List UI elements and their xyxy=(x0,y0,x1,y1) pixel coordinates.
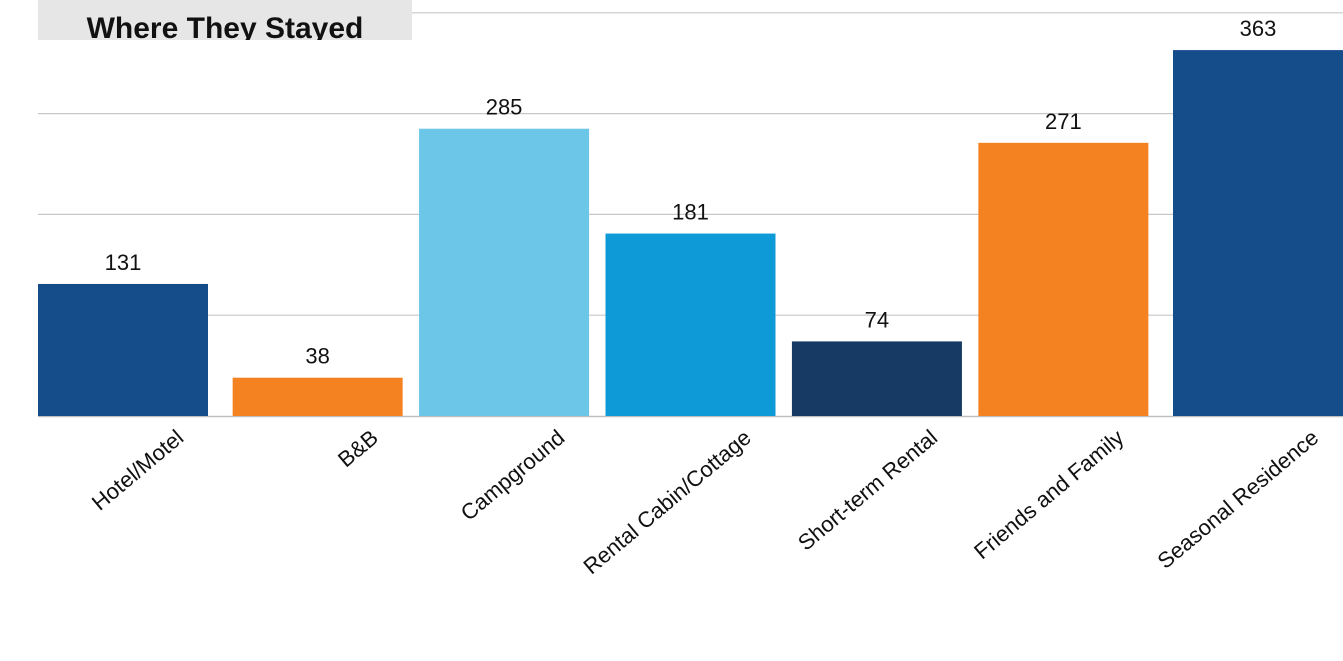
chart-title: Where They Stayed xyxy=(86,12,364,41)
bar-seasonal-residence xyxy=(1173,50,1343,416)
data-labels: 131 38 285 181 74 271 363 xyxy=(105,16,1277,369)
chart-title-box: Where They Stayed xyxy=(38,0,412,40)
x-tick-label: Short-term Rental xyxy=(793,425,942,556)
x-tick-label: Friends and Family xyxy=(969,425,1128,564)
x-tick-label: Hotel/Motel xyxy=(87,425,188,516)
x-tick-label: B&B xyxy=(333,425,383,472)
data-label: 74 xyxy=(865,307,889,332)
x-tick-label: Rental Cabin/Cottage xyxy=(578,425,755,579)
data-label: 271 xyxy=(1045,109,1082,134)
bar-b-b xyxy=(232,377,403,416)
bars xyxy=(38,50,1343,416)
data-label: 131 xyxy=(105,250,142,275)
bar-friends-and-family xyxy=(978,142,1149,416)
bar-short-term-rental xyxy=(791,341,962,416)
data-label: 181 xyxy=(672,200,709,225)
category-labels: Hotel/Motel B&B Campground Rental Cabin/Cot… xyxy=(87,425,1323,579)
data-label: 38 xyxy=(305,344,329,369)
data-label: 285 xyxy=(486,95,523,120)
bar-hotel-motel xyxy=(38,283,208,416)
x-tick-label: Campground xyxy=(456,425,570,526)
x-tick-label: Seasonal Residence xyxy=(1153,425,1324,574)
data-label: 363 xyxy=(1240,16,1277,41)
bar-campground xyxy=(419,128,590,416)
bar-rental-cabin-cottage xyxy=(605,233,776,416)
